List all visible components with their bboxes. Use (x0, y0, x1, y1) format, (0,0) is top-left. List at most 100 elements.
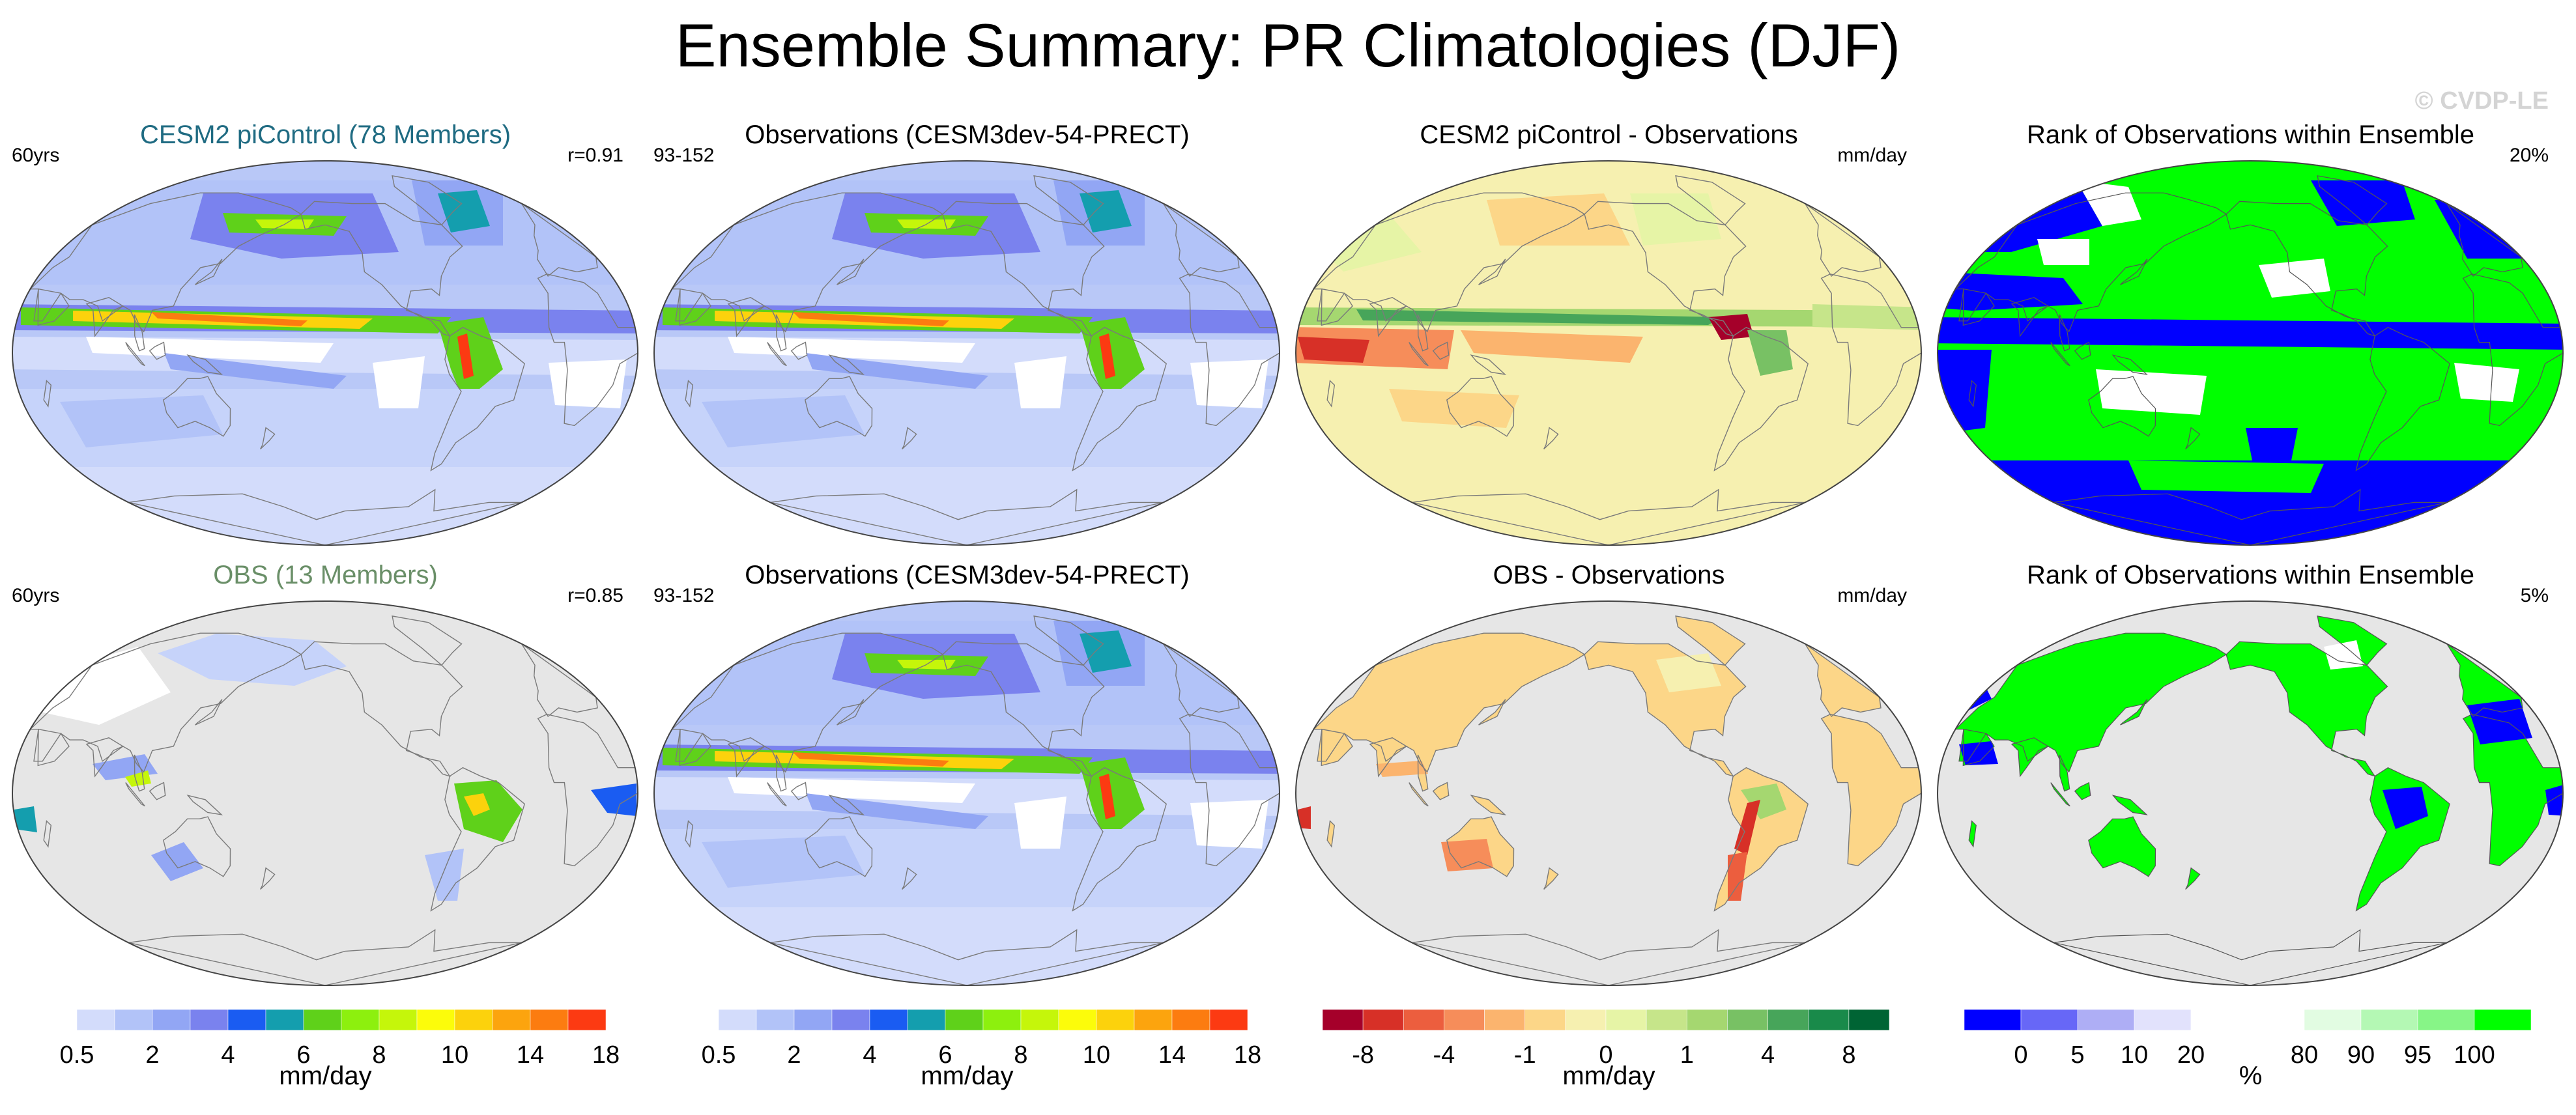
coastline-borneo (1432, 782, 1450, 800)
coastline-arabia (1962, 288, 1995, 326)
map-border (12, 600, 638, 986)
panel-percent-label: 20% (2509, 145, 2549, 166)
coastline-arabia (679, 288, 711, 326)
coastline-borneo (790, 341, 808, 360)
map-difference (1295, 600, 1922, 986)
coastline-australia (1446, 376, 1515, 437)
colorbar-tick-label: 100 (2454, 1041, 2495, 1068)
coastline-antarctica (1412, 929, 1805, 985)
coastline-india (2011, 297, 2049, 337)
panel-units-label: mm/day (1837, 145, 1907, 166)
coastline-seasia (2059, 314, 2070, 352)
colorbar-swatch (1964, 1009, 2022, 1031)
coastline-madagascar (1968, 820, 1977, 848)
coastline-samerica (1072, 326, 1167, 472)
map-border (1295, 160, 1922, 546)
coastline-newguinea (2111, 795, 2148, 815)
coastline-samerica (1713, 326, 1809, 472)
panel-period-label: 60yrs (12, 585, 60, 606)
colorbar-swatch (680, 1009, 719, 1031)
coastline-arabia (1321, 288, 1353, 326)
coastline-madagascar (685, 380, 694, 408)
colorbar-tick-label: 14 (517, 1041, 544, 1068)
coastline-japan (837, 259, 865, 285)
coastline-asia (29, 632, 302, 773)
coastline-newguinea (1470, 795, 1507, 815)
colorbar-swatch (1687, 1009, 1728, 1031)
colorbar-tick-label: 5 (2070, 1041, 2084, 1068)
coastline-sumatra (125, 342, 145, 367)
coastline-india (2011, 737, 2049, 778)
coastline-japan (1478, 259, 1506, 285)
coastline-namerica (2225, 201, 2388, 337)
coastline-seasia (2059, 754, 2070, 792)
coastline-madagascar (43, 380, 52, 408)
coastline-asia (670, 192, 944, 333)
colorbar-swatch (718, 1009, 757, 1031)
colorbar-swatch (492, 1009, 531, 1031)
colorbar-swatch (869, 1009, 908, 1031)
panel-rank: Rank of Observations within Ensemble 20% (1933, 119, 2568, 555)
coastline-arabia (1321, 728, 1353, 767)
colorbar-swatch (907, 1009, 946, 1031)
colorbar-swatch (530, 1009, 569, 1031)
coastline-sumatra (767, 782, 787, 807)
coastline-africa (1820, 273, 1921, 427)
coastline-nz (1543, 867, 1559, 890)
colorbar-tick-label: 1 (1680, 1041, 1694, 1068)
panel-title: CESM2 piControl - Observations (1420, 120, 1798, 149)
coastline-newguinea (828, 795, 865, 815)
coastline-africa (1179, 273, 1280, 427)
coastline-asia (1954, 192, 2227, 333)
coastline-seasia (775, 314, 787, 352)
colorbar-tick-label: 10 (2121, 1041, 2148, 1068)
coastline-newguinea (828, 354, 865, 375)
colorbar-tick-label: 0.5 (702, 1041, 736, 1068)
panel-obs-ensemble: OBS (13 Members) 60yrs r=0.85 (8, 559, 643, 995)
colorbar-swatch (945, 1009, 984, 1031)
map-precip (653, 600, 1280, 986)
coastline-seasia (1417, 314, 1429, 352)
coastline-arabia (37, 288, 70, 326)
coastline-australia (1446, 816, 1515, 877)
map-rank (1937, 160, 2564, 546)
coastline-greenland (1675, 175, 1746, 226)
map-precip (653, 160, 1280, 546)
panel-title: CESM2 piControl (78 Members) (139, 120, 511, 149)
panel-title: OBS - Observations (1493, 561, 1725, 589)
panel-title: Observations (CESM3dev-54-PRECT) (745, 561, 1190, 589)
colorbar-swatch (341, 1009, 380, 1031)
coastline-india (85, 297, 124, 337)
colorbar-swatch (2020, 1009, 2078, 1031)
coastline-arabia (37, 728, 70, 767)
colorbar-tick-label: 18 (1234, 1041, 1261, 1068)
colorbar-tick-label: 4 (221, 1041, 235, 1068)
coastline-nz (902, 867, 917, 890)
colorbar-tick-label: -1 (1514, 1041, 1536, 1068)
panel-observations: Observations (CESM3dev-54-PRECT) 93-152 (650, 559, 1285, 995)
coastline-greenland (392, 615, 463, 666)
coastline-india (727, 737, 766, 778)
colorbar-swatch (265, 1009, 304, 1031)
coastline-sumatra (767, 342, 787, 367)
colorbar-swatch (114, 1009, 153, 1031)
colorbar-tick-label: 6 (938, 1041, 952, 1068)
panel-title: Observations (CESM3dev-54-PRECT) (745, 120, 1190, 149)
coastline-madagascar (43, 820, 52, 848)
coastline-africa (2462, 274, 2563, 427)
colorbar-tick-label: 8 (372, 1041, 386, 1068)
panel-units-label: mm/day (1837, 585, 1907, 606)
coastline-nz (1543, 427, 1559, 450)
coastline-samerica (2355, 767, 2450, 912)
panel-period-label: 93-152 (653, 145, 715, 166)
colorbar-tick-label: 18 (592, 1041, 620, 1068)
coastline-samerica (1072, 767, 1167, 912)
colorbar-swatch (1646, 1009, 1687, 1031)
colorbar-tick-label: 10 (441, 1041, 468, 1068)
coastline-sumatra (2050, 342, 2070, 367)
colorbar-difference: -8 -4 -1 0 1 4 8 mm/day (1291, 1003, 1926, 1114)
coastline-samerica (430, 326, 526, 472)
colorbar-swatch (567, 1009, 607, 1031)
colorbar-swatch (1848, 1009, 1890, 1031)
coastline-sumatra (1409, 342, 1429, 367)
